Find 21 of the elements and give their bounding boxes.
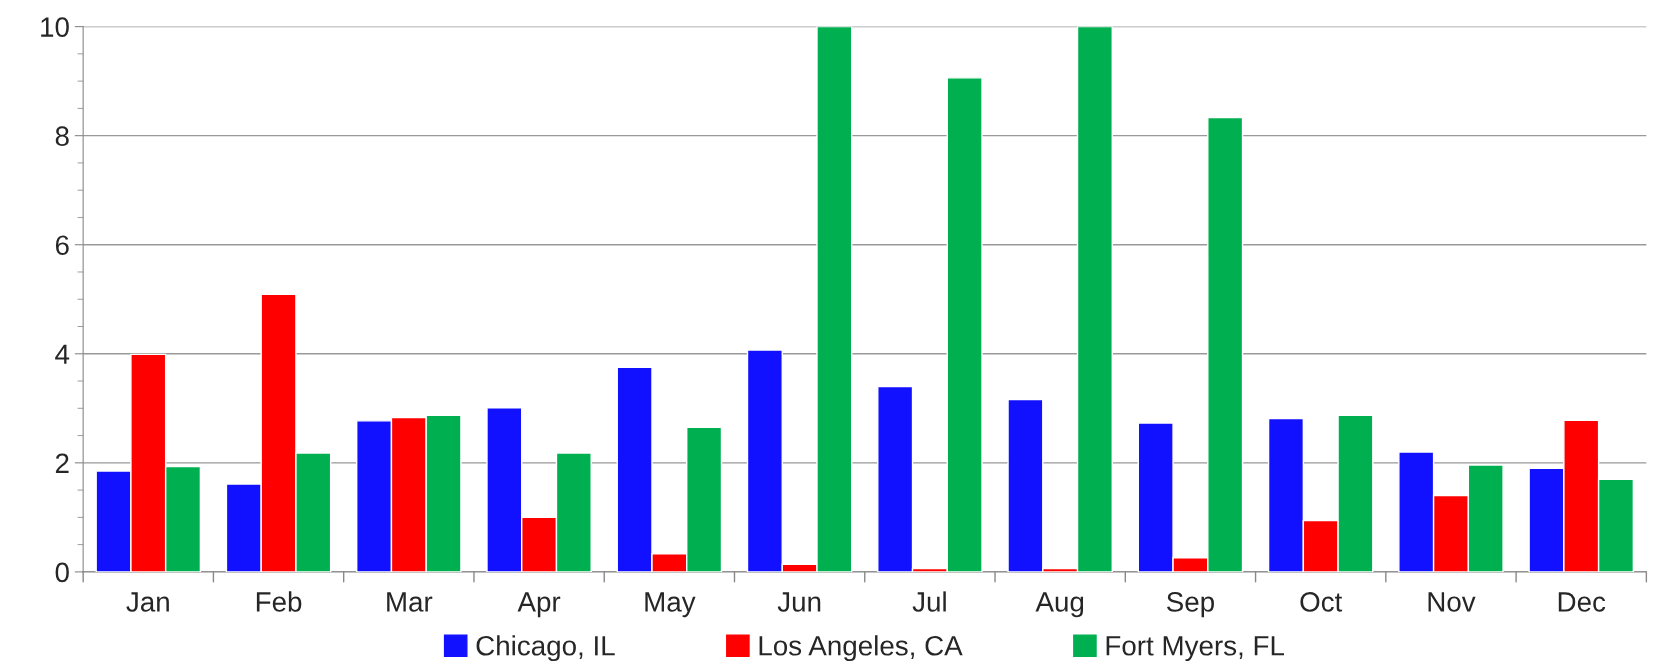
legend-label: Chicago, IL <box>476 635 615 662</box>
x-tick-label: Nov <box>1428 592 1476 612</box>
x-tick-label: Aug <box>1035 592 1084 618</box>
x-tick-label: Dec <box>1558 592 1606 612</box>
y-tick-label: 10 <box>41 17 69 37</box>
y-tick-label: 0 <box>55 562 69 583</box>
x-tick-label: Jan <box>126 592 169 612</box>
y-tick-label: 4 <box>55 344 70 364</box>
x-tick-label: Sep <box>1166 592 1214 618</box>
x-tick-label: Jun <box>777 592 821 612</box>
x-tick-label: Jul <box>912 591 946 612</box>
y-tick-label: 2 <box>55 453 69 473</box>
x-tick-label: Mar <box>387 592 433 612</box>
legend-label: Fort Myers, FL <box>1106 636 1285 662</box>
x-tick-label: Oct <box>1300 592 1343 612</box>
y-tick-label: 8 <box>55 126 69 146</box>
legend-label: Los Angeles, CA <box>759 635 963 662</box>
x-tick-label: Feb <box>256 591 302 612</box>
x-tick-label: Apr <box>517 592 561 618</box>
x-tick-label: May <box>645 592 696 618</box>
y-tick-label: 6 <box>55 235 69 256</box>
